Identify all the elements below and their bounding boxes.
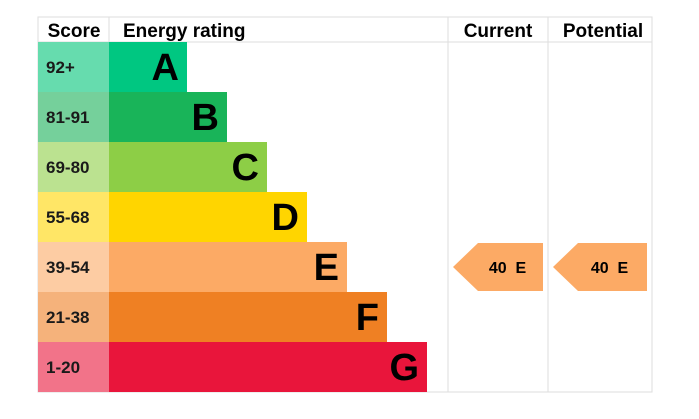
rating-bar <box>109 42 187 92</box>
rating-letter: D <box>272 197 299 239</box>
score-cell <box>38 92 109 142</box>
score-cell <box>38 42 109 92</box>
arrow-shape <box>453 243 543 291</box>
score-label: 21-38 <box>46 308 89 327</box>
band-e: 39-54 E <box>38 242 347 292</box>
score-label: 39-54 <box>46 258 90 277</box>
band-a: 92+ A <box>38 42 187 92</box>
potential-rating-arrow: 40 E <box>553 243 647 291</box>
current-rating-arrow: 40 E <box>453 243 543 291</box>
rating-bar <box>109 92 227 142</box>
band-b: 81-91 B <box>38 92 227 142</box>
rating-bar <box>109 142 267 192</box>
arrow-shape <box>553 243 647 291</box>
band-d: 55-68 D <box>38 192 307 242</box>
energy-rating-header: Energy rating <box>123 21 245 42</box>
score-cell <box>38 342 109 392</box>
arrow-label: 40 E <box>591 260 629 277</box>
rating-arrows: 40 E 40 E <box>453 243 647 291</box>
band-f: 21-38 F <box>38 292 387 342</box>
arrow-label: 40 E <box>489 260 527 277</box>
potential-header: Potential <box>563 21 643 42</box>
current-header: Current <box>464 21 533 42</box>
score-header: Score <box>48 21 101 42</box>
band-c: 69-80 C <box>38 142 267 192</box>
rating-bar <box>109 292 387 342</box>
band-g: 1-20 G <box>38 342 427 392</box>
score-cell <box>38 192 109 242</box>
score-cell <box>38 142 109 192</box>
rating-bar <box>109 192 307 242</box>
rating-letter: G <box>389 347 419 389</box>
rating-letter: F <box>356 297 379 339</box>
score-cell <box>38 242 109 292</box>
score-label: 81-91 <box>46 108 89 127</box>
score-label: 1-20 <box>46 358 80 377</box>
rating-letter: B <box>192 97 219 139</box>
score-label: 55-68 <box>46 208 89 227</box>
rating-letter: A <box>152 47 179 89</box>
rating-letter: C <box>232 147 259 189</box>
rating-bands: 92+ A 81-91 B 69-80 C 55-68 D 39-54 E 21-38 F 1-20 G <box>38 42 427 392</box>
score-cell <box>38 292 109 342</box>
table-header: Score Energy rating Current Potential <box>48 21 644 42</box>
rating-letter: E <box>314 247 339 289</box>
score-label: 69-80 <box>46 158 89 177</box>
rating-bar <box>109 342 427 392</box>
rating-bar <box>109 242 347 292</box>
score-label: 92+ <box>46 58 75 77</box>
